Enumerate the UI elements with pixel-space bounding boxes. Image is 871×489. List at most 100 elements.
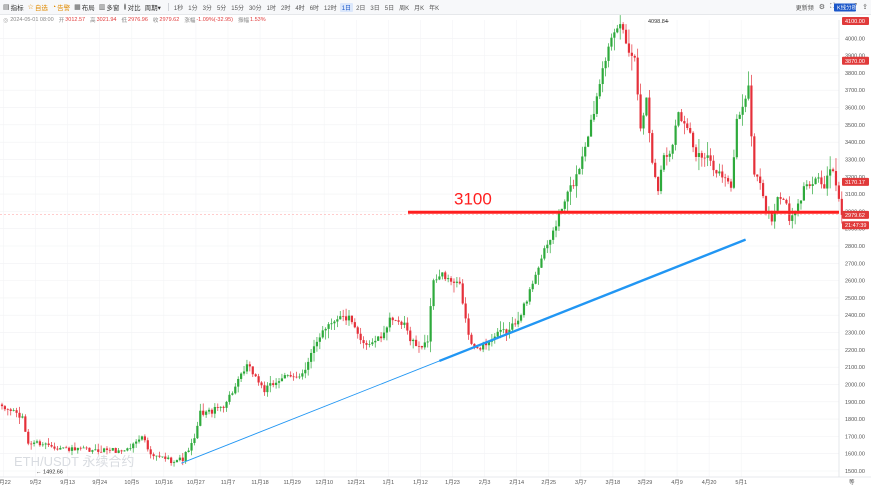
candle-body [38, 441, 42, 446]
candle-body [225, 401, 228, 408]
candle-body [266, 385, 269, 393]
candle-body [546, 244, 549, 249]
candle-body [365, 343, 368, 345]
timeframe-15分[interactable]: 15分 [231, 5, 244, 12]
candle-body [779, 197, 782, 199]
visibility-icon[interactable]: ◎ [3, 17, 9, 24]
candle-body [132, 443, 135, 449]
candle-body [304, 369, 307, 374]
candle-body [295, 376, 298, 378]
candle-body [834, 171, 838, 186]
candle-body [3, 406, 7, 410]
candle-body [627, 43, 631, 53]
candle-body [350, 315, 354, 323]
open-value: 3012.57 [65, 17, 86, 23]
candle-body [91, 450, 94, 452]
y-tick-label: 1600.00 [845, 452, 865, 458]
x-tick-label: 11月7 [221, 479, 235, 486]
timeframe-1日[interactable]: 1日 [339, 2, 354, 12]
candle-body [307, 361, 310, 370]
timeframe-2日[interactable]: 2日 [356, 5, 366, 12]
timeframe-月K[interactable]: 月K [414, 5, 425, 12]
candle-body [441, 272, 444, 277]
candle-body [753, 136, 756, 175]
candle-body [199, 410, 202, 426]
y-tick-label: 2600.00 [845, 279, 865, 285]
timeframe-3日[interactable]: 3日 [370, 5, 380, 12]
timeframe-6时[interactable]: 6时 [309, 5, 320, 12]
compare-icon: ≬ [123, 4, 127, 11]
candle-body [575, 174, 578, 187]
candle-body [283, 375, 286, 379]
candle-body [592, 113, 596, 120]
y-tick-label: 2700.00 [845, 261, 865, 267]
timeframe-1秒[interactable]: 1秒 [173, 5, 184, 12]
settings-icon[interactable]: ⚙ [818, 4, 825, 11]
candle-body [298, 376, 301, 378]
timeframe-5日[interactable]: 5日 [384, 5, 395, 12]
timeframe-5分[interactable]: 5分 [216, 5, 227, 12]
k-analysis-button[interactable] [834, 3, 856, 12]
candle-body [461, 283, 464, 304]
toolbar-item-2[interactable]: ◔ 告警 [52, 2, 70, 13]
candle-body [514, 323, 517, 325]
y-tick-label: 1900.00 [845, 400, 865, 406]
candle-body [140, 436, 144, 440]
candle-body [683, 121, 686, 124]
toolbar-item-6[interactable]: 周期▾ [145, 2, 161, 12]
candle-body [155, 455, 158, 457]
price-label-box [842, 56, 869, 65]
price-label-text: 2979.62 [845, 213, 865, 219]
candle-body [686, 123, 689, 129]
candle-body [50, 445, 53, 447]
candle-body [47, 443, 50, 446]
toolbar-item-1[interactable]: ☆ 自选 [28, 2, 48, 12]
candle-body [578, 168, 581, 175]
timeframe-1时[interactable]: 1时 [266, 5, 276, 12]
candle-body [240, 373, 243, 379]
timeframe-30分[interactable]: 30分 [248, 5, 262, 12]
timeframe-3分[interactable]: 3分 [202, 5, 212, 12]
candle-body [633, 55, 636, 58]
toolbar-item-5[interactable]: ≬ 对比 [123, 2, 140, 12]
candle-body [149, 449, 152, 455]
timeframe-年K[interactable]: 年K [429, 5, 440, 12]
fullscreen-icon[interactable]: ⛶ [829, 3, 835, 10]
toolbar-item-label: 对比 [127, 5, 141, 12]
timeframe-1分[interactable]: 1分 [188, 5, 198, 12]
toolbar-item-0[interactable]: ▤ 指标 [3, 2, 24, 12]
timeframe-4时[interactable]: 4时 [295, 5, 305, 12]
timeframe-12时[interactable]: 12时 [324, 5, 337, 12]
timeframe-周K[interactable]: 周K [399, 5, 410, 12]
share-icon[interactable]: ⇪ [862, 4, 868, 11]
y-tick-label: 2300.00 [845, 331, 865, 337]
candle-body [826, 175, 829, 189]
timeframe-2时[interactable]: 2时 [281, 5, 291, 12]
candle-body [726, 178, 730, 182]
candle-body [732, 157, 736, 188]
candle-body [123, 450, 126, 452]
candle-body [178, 457, 181, 461]
candle-body [794, 212, 797, 216]
x-tick-label: 1月23 [445, 479, 460, 486]
candle-body [18, 412, 21, 418]
toolbar-item-3[interactable]: ▦ 布局 [74, 2, 95, 12]
candle-body [447, 278, 450, 280]
candle-body [662, 155, 666, 170]
candle-body [318, 337, 321, 342]
candle-body [552, 230, 555, 240]
candle-body [245, 364, 249, 372]
candle-body [659, 169, 663, 192]
candle-body [581, 156, 584, 169]
candle-body [9, 409, 12, 411]
candle-body [549, 239, 552, 245]
toolbar-item-4[interactable]: ▥ 多窗 [99, 2, 120, 12]
toolbar-item-label: 指标 [10, 5, 24, 12]
update-frequency-select[interactable]: 更新频 [795, 5, 814, 12]
candle-body [473, 343, 476, 347]
y-tick-label: 2000.00 [845, 382, 865, 388]
candle-body [773, 210, 776, 222]
candle-body [79, 447, 82, 449]
candle-body [272, 383, 275, 386]
